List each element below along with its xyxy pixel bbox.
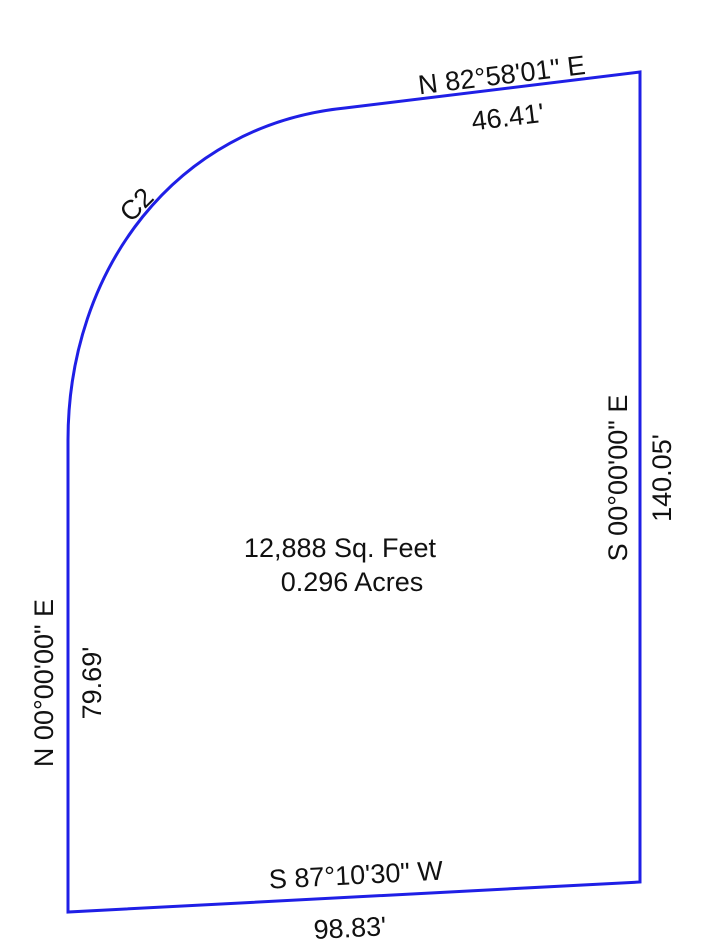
bearing-label: S 00°00'00" E [603,395,633,562]
curve-label: C2 [114,182,160,228]
distance-label: 140.05' [647,434,677,522]
area-label: 0.296 Acres [281,567,424,597]
bearing-label: N 82°58'01" E [416,50,587,100]
distance-label: 98.83' [313,911,387,945]
distance-label: 46.41' [470,98,546,137]
distance-label: 79.69' [77,647,107,720]
area-label: 12,888 Sq. Feet [244,533,437,563]
lot-boundary [66,70,642,914]
bearing-label: N 00°00'00" E [29,599,59,767]
bearing-label: S 87°10'30" W [268,856,444,895]
